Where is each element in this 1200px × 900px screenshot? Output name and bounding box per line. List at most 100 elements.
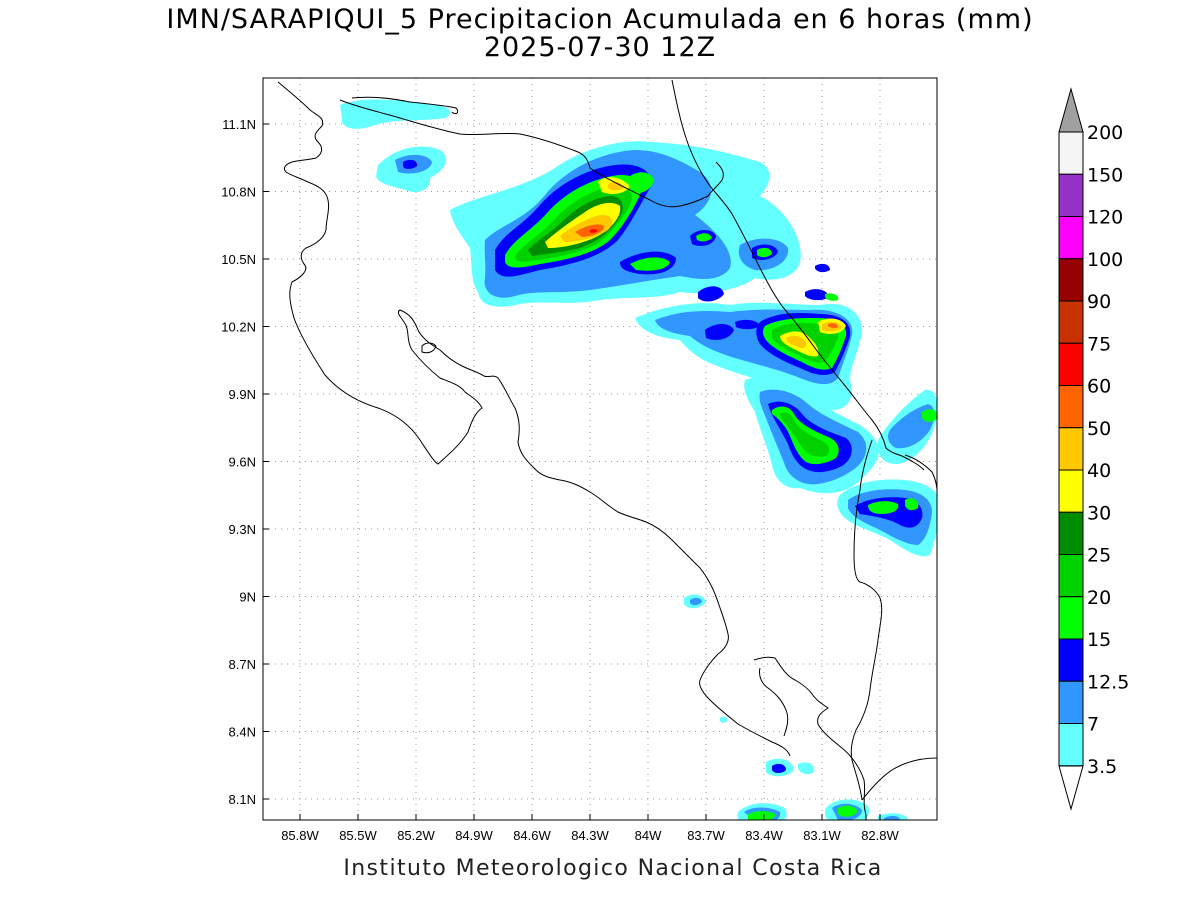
institution-credit: Instituto Meteorologico Nacional Costa R… [343,856,883,881]
lon-tick-label: 83.1W [803,828,841,843]
colorbar-box [1058,554,1084,598]
lon-tick-label: 83.7W [687,828,725,843]
precip-cell [403,159,418,169]
lat-tick-label: 9.3N [229,522,256,537]
lat-tick-label: 8.1N [229,792,256,807]
lake-nicaragua-shore [351,96,459,115]
colorbar-label: 50 [1087,418,1111,440]
colorbar-box [1058,511,1084,555]
colorbar-box [1058,131,1084,175]
precip-cell [815,263,830,273]
precip-cell [696,233,712,242]
lat-tick-label: 11.1N [222,117,256,132]
colorbar-label: 200 [1087,122,1123,144]
colorbar-label: 3.5 [1087,756,1117,778]
colorbar-box [1058,723,1084,767]
precip-cell [828,323,838,329]
lon-tick-label: 85.5W [339,828,377,843]
colorbar-box [1058,427,1084,471]
colorbar-box [1058,300,1084,344]
colorbar-box [1058,596,1084,640]
precip-cell [757,247,772,258]
colorbar-box [1058,173,1084,217]
precip-cell [884,815,900,820]
lat-tick-label: 9N [239,590,256,605]
precip-cell [772,763,786,773]
colorbar-label: 15 [1087,629,1111,651]
precip-cell [630,257,670,271]
colorbar-label: 75 [1087,333,1111,355]
san-juan-river [589,161,724,208]
plot-frame [262,77,938,821]
panama-coast [861,757,937,801]
precip-cell [825,293,839,301]
colorbar-label: 40 [1087,460,1111,482]
precip-cell [340,99,451,129]
map-title: IMN/SARAPIQUI_5 Precipitacion Acumulada … [166,4,1034,35]
colorbar-label: 20 [1087,587,1111,609]
colorbar-box [1058,385,1084,429]
map-grid [263,78,937,820]
north-border-nicaragua [339,99,591,169]
lat-tick-label: 10.2N [221,320,256,335]
colorbar-box [1058,342,1084,386]
precip-cell [698,286,724,302]
panama-border [850,439,883,801]
pacific-coastline [277,81,791,757]
colorbar-labels: 200 150 120 100 90 75 60 50 40 30 25 20 … [1087,122,1129,778]
precip-cell [786,335,807,349]
precip-cell [575,224,604,237]
colorbar-box [1058,258,1084,302]
colorbar-top-arrow [1058,87,1084,133]
precip-cell [922,409,937,422]
colorbar-label: 100 [1087,249,1123,271]
precip-cell [608,181,624,191]
lat-tick-label: 10.8N [221,185,256,200]
lon-tick-label: 85.8W [281,828,319,843]
precip-cell [590,228,598,233]
colorbar-label: 12.5 [1087,671,1129,693]
precip-cell [780,412,830,457]
precip-cell [690,597,702,606]
colorbar-bottom-arrow [1058,765,1084,811]
golfo-dulce [759,667,789,737]
latitude-labels: 11.1N 10.8N 10.5N 10.2N 9.9N 9.6N 9.3N 9… [221,117,256,807]
map-subtitle: 2025-07-30 12Z [483,32,717,63]
precip-cell [798,762,815,775]
colorbar-label: 150 [1087,164,1123,186]
colorbar-label: 30 [1087,502,1111,524]
lat-tick-label: 9.9N [229,387,256,402]
lat-tick-label: 9.6N [229,455,256,470]
colorbar [1058,87,1084,811]
precip-cell [905,498,919,511]
colorbar-label: 120 [1087,207,1123,229]
colorbar-label: 7 [1087,714,1099,736]
lat-tick-label: 8.4N [229,725,256,740]
colorbar-box [1058,469,1084,513]
colorbar-label: 90 [1087,291,1111,313]
lat-tick-label: 10.5N [221,252,256,267]
precip-cell [705,324,734,340]
colorbar-box [1058,638,1084,682]
caribbean-coast [671,79,925,471]
precipitation-field [340,99,937,820]
precip-cell [628,172,654,194]
lon-tick-label: 84.9W [455,828,493,843]
bocas-coast [904,454,937,500]
lon-tick-label: 83.4W [745,828,783,843]
colorbar-box [1058,216,1084,260]
precip-cell [805,289,829,301]
coastlines [277,79,937,820]
precip-cell [735,319,760,330]
lon-tick-label: 82.8W [861,828,899,843]
precip-cell [838,805,858,817]
lon-tick-label: 84.6W [513,828,551,843]
colorbar-box [1058,680,1084,724]
lat-tick-label: 8.7N [229,657,256,672]
nicoya-island [421,342,437,354]
precip-cell [868,501,899,514]
colorbar-label: 60 [1087,376,1111,398]
lon-tick-label: 85.2W [397,828,435,843]
precip-cell [748,811,776,820]
